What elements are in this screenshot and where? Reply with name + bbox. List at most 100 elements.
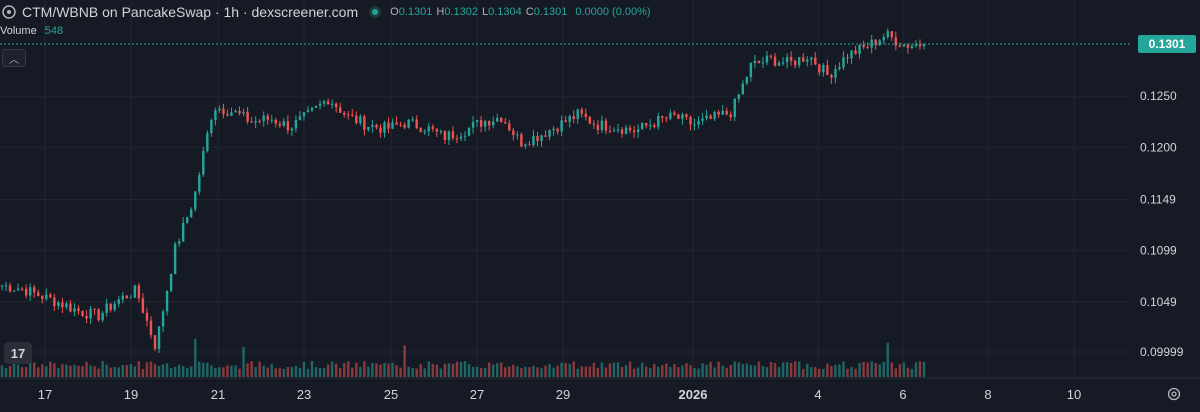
- volume-bar: [737, 362, 740, 377]
- candle-body: [886, 31, 889, 37]
- candle-body: [697, 120, 700, 125]
- volume-bar: [483, 367, 487, 377]
- volume-bar: [636, 367, 640, 377]
- volume-bar: [785, 362, 789, 377]
- candle-body: [922, 44, 926, 47]
- volume-bar: [661, 365, 664, 377]
- candle-body: [145, 312, 149, 321]
- volume-bar: [922, 361, 926, 377]
- volume-bar: [516, 366, 519, 377]
- volume-bar: [226, 365, 229, 377]
- candle-body: [33, 287, 36, 293]
- volume-bar: [375, 363, 378, 377]
- volume-bar: [479, 368, 483, 377]
- candle-body: [97, 309, 100, 321]
- candle-body: [202, 151, 205, 175]
- candle-body: [93, 308, 96, 310]
- candle-body: [781, 62, 785, 64]
- volume-bar: [491, 364, 495, 377]
- candle-body: [826, 65, 829, 75]
- volume-bar: [254, 367, 257, 377]
- volume-bar: [53, 363, 56, 377]
- candle-body: [677, 114, 680, 119]
- time-tick-label: 10: [1067, 387, 1081, 402]
- volume-bar: [644, 366, 648, 377]
- volume-bar: [355, 362, 358, 377]
- volume-bar: [347, 361, 350, 377]
- volume-bar: [137, 361, 141, 377]
- candle-body: [431, 126, 435, 129]
- volume-bar: [818, 368, 821, 377]
- volume-bar: [673, 364, 676, 377]
- candle-body: [8, 285, 12, 292]
- candle-body: [693, 124, 696, 126]
- volume-bar: [487, 362, 491, 377]
- candle-body: [149, 320, 153, 336]
- price-change: 0.0000 (0.00%): [575, 6, 651, 18]
- volume-bar: [777, 366, 781, 377]
- candle-body: [657, 115, 660, 127]
- collapse-legend-button[interactable]: ︿: [2, 49, 26, 67]
- volume-bar: [761, 365, 765, 377]
- candle-body: [902, 44, 906, 47]
- chart-settings-button[interactable]: [1166, 386, 1182, 402]
- volume-bar: [564, 363, 567, 377]
- volume-bar: [61, 364, 64, 377]
- time-tick-label: 4: [814, 387, 821, 402]
- price-axis: 0.1250 0.1200 0.1149 0.1099 0.1049 0.09999: [1140, 89, 1184, 359]
- candle-body: [399, 124, 402, 126]
- volume-bar: [604, 367, 608, 377]
- time-tick-label: 6: [899, 387, 906, 402]
- candle-body: [37, 292, 40, 296]
- candle-body: [375, 124, 378, 128]
- volume-bar: [753, 365, 757, 377]
- volume-bar: [198, 361, 201, 377]
- volume-bar: [157, 366, 161, 377]
- volume-bar: [802, 368, 805, 377]
- candle-body: [806, 59, 809, 62]
- volume-bar: [302, 362, 306, 377]
- tradingview-logo-icon[interactable]: 17: [4, 342, 32, 364]
- volume-bar: [33, 362, 36, 377]
- volume-bar: [210, 365, 213, 377]
- candle-body: [210, 120, 213, 134]
- candle-body: [77, 308, 80, 311]
- volume-bar: [665, 363, 668, 377]
- candle-body: [616, 129, 620, 131]
- volume-label: Volume: [0, 25, 37, 37]
- candle-body: [427, 126, 430, 132]
- candle-body: [508, 123, 511, 131]
- volume-bar: [45, 366, 48, 377]
- candle-body: [636, 129, 640, 133]
- candle-body: [733, 98, 736, 118]
- candle-body: [41, 295, 44, 299]
- candle-body: [785, 56, 789, 63]
- candle-body: [729, 114, 732, 118]
- volume-bar: [471, 366, 475, 377]
- candle-body: [153, 335, 157, 350]
- volume-bar: [330, 361, 334, 377]
- volume-bar: [793, 361, 797, 377]
- volume-bar: [218, 367, 221, 377]
- candle-body: [854, 50, 857, 55]
- candle-body: [28, 287, 32, 296]
- volume-bar: [431, 363, 435, 377]
- candle-body: [89, 308, 92, 319]
- volume-bar: [500, 362, 503, 377]
- volume-bar: [725, 367, 728, 377]
- volume-bar: [310, 361, 314, 377]
- volume-bar: [314, 367, 318, 377]
- time-tick-label: 2026: [679, 387, 708, 402]
- candle-body: [351, 114, 354, 116]
- candle-body: [536, 135, 539, 141]
- candle-body: [125, 295, 129, 299]
- volume-bar: [717, 361, 720, 377]
- candle-body: [528, 144, 531, 146]
- volume-bar: [234, 365, 237, 377]
- candle-body: [391, 122, 394, 129]
- candle-body: [644, 122, 648, 126]
- volume-bar: [512, 364, 515, 377]
- volume-bar: [89, 365, 92, 377]
- volume-bar: [407, 366, 410, 377]
